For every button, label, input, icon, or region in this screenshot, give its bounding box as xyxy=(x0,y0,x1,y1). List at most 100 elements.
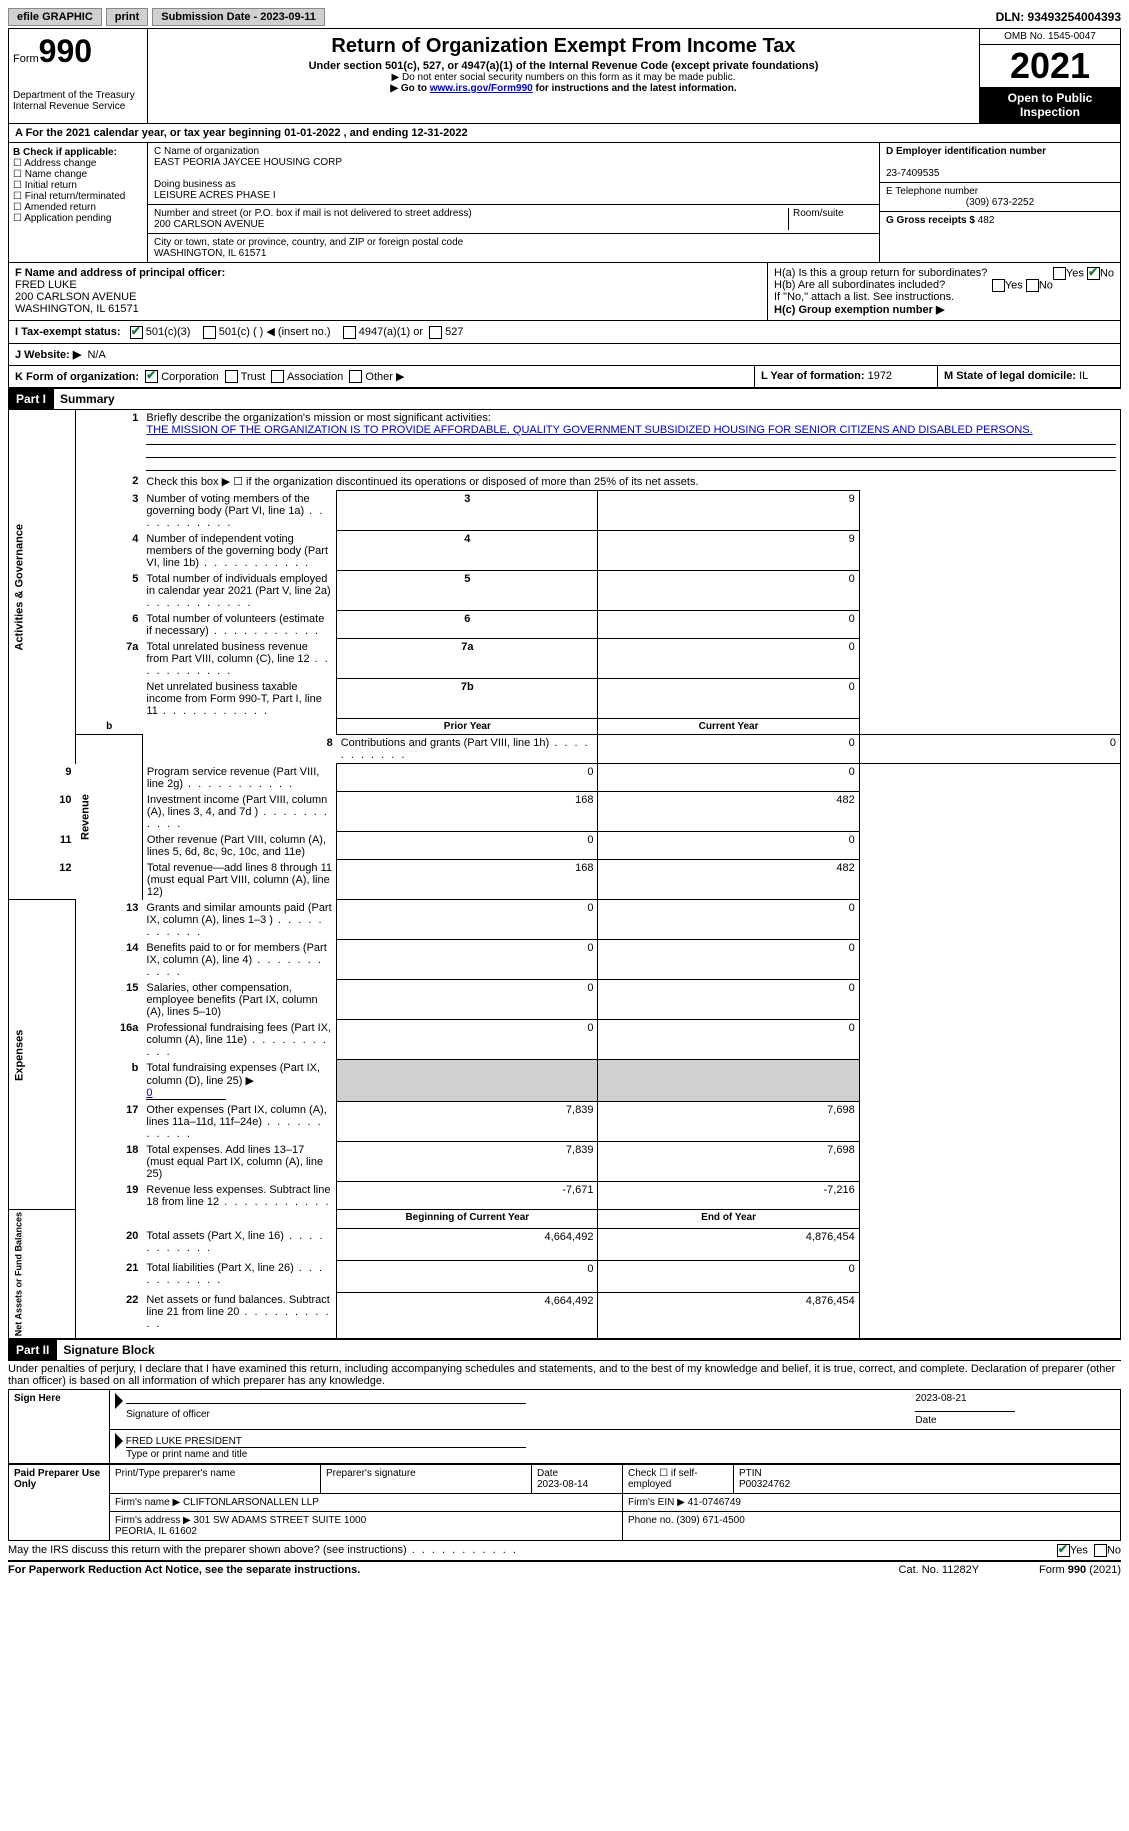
irs-link[interactable]: www.irs.gov/Form990 xyxy=(430,83,533,94)
chk-address-change[interactable]: Address change xyxy=(24,158,96,169)
discuss-yes[interactable] xyxy=(1057,1544,1070,1557)
firm-addr-label: Firm's address ▶ xyxy=(115,1515,191,1526)
chk-other[interactable] xyxy=(349,370,362,383)
line3-text: Number of voting members of the governin… xyxy=(142,491,336,531)
sign-here-label: Sign Here xyxy=(9,1390,110,1464)
chk-501c[interactable] xyxy=(203,326,216,339)
part1-title: Summary xyxy=(54,392,115,406)
open-public: Open to Public Inspection xyxy=(980,87,1120,123)
line11-text: Other revenue (Part VIII, column (A), li… xyxy=(142,832,336,860)
ha-yes[interactable] xyxy=(1053,267,1066,280)
expenses-label: Expenses xyxy=(9,900,76,1210)
col-b-checkboxes: B Check if applicable: ☐ Address change … xyxy=(9,143,148,262)
paid-preparer-label: Paid Preparer Use Only xyxy=(9,1465,110,1541)
org-name: EAST PEORIA JAYCEE HOUSING CORP xyxy=(154,157,342,168)
col-d-ein-phone: D Employer identification number 23-7409… xyxy=(879,143,1120,262)
footer: For Paperwork Reduction Act Notice, see … xyxy=(8,1562,1121,1576)
chk-amended[interactable]: Amended return xyxy=(24,202,96,213)
phone-value: (309) 673-2252 xyxy=(886,197,1114,208)
line8-curr: 0 xyxy=(859,735,1120,764)
line13-prior: 0 xyxy=(337,900,598,940)
line10-prior: 168 xyxy=(337,792,598,832)
top-bar: efile GRAPHIC print Submission Date - 20… xyxy=(8,8,1121,26)
hb-yes[interactable] xyxy=(992,279,1005,292)
line19-curr: -7,216 xyxy=(598,1182,859,1210)
line21-curr: 0 xyxy=(598,1260,859,1292)
dba-label: Doing business as xyxy=(154,179,236,190)
ha-no[interactable] xyxy=(1087,267,1100,280)
chk-trust[interactable] xyxy=(225,370,238,383)
org-name-label: C Name of organization xyxy=(154,146,259,157)
chk-527[interactable] xyxy=(429,326,442,339)
line20-prior: 4,664,492 xyxy=(337,1228,598,1260)
dba-value: LEISURE ACRES PHASE I xyxy=(154,190,276,201)
q1-label: Briefly describe the organization's miss… xyxy=(146,412,490,424)
line14-text: Benefits paid to or for members (Part IX… xyxy=(142,940,336,980)
part1-header: Part I xyxy=(8,389,54,409)
line12-prior: 168 xyxy=(337,860,598,900)
chk-4947[interactable] xyxy=(343,326,356,339)
line3-val: 9 xyxy=(598,491,859,531)
line10-curr: 482 xyxy=(598,792,859,832)
chk-app-pending[interactable]: Application pending xyxy=(24,213,111,224)
tax-status-block: I Tax-exempt status: 501(c)(3) 501(c) ( … xyxy=(8,321,1121,366)
chk-final-return[interactable]: Final return/terminated xyxy=(25,191,126,202)
chk-501c3[interactable] xyxy=(130,326,143,339)
note-link: ▶ Go to www.irs.gov/Form990 for instruct… xyxy=(152,83,975,94)
hb-no[interactable] xyxy=(1026,279,1039,292)
ein-value: 23-7409535 xyxy=(886,168,939,179)
line17-prior: 7,839 xyxy=(337,1102,598,1142)
chk-name-change[interactable]: Name change xyxy=(25,169,87,180)
line7b-text: Net unrelated business taxable income fr… xyxy=(142,679,336,719)
part1-table: Activities & Governance 1 Briefly descri… xyxy=(8,410,1121,1339)
line22-prior: 4,664,492 xyxy=(337,1292,598,1339)
chk-initial-return[interactable]: Initial return xyxy=(25,180,77,191)
line21-text: Total liabilities (Part X, line 26) xyxy=(142,1260,336,1292)
row-a-tax-year: A For the 2021 calendar year, or tax yea… xyxy=(8,124,1121,143)
sig-date: 2023-08-21 xyxy=(915,1393,966,1404)
ptin-cell: PTINP00324762 xyxy=(734,1465,1121,1494)
row-i-label: I Tax-exempt status: xyxy=(15,326,121,338)
chk-assoc[interactable] xyxy=(271,370,284,383)
prep-date-cell: Date2023-08-14 xyxy=(532,1465,623,1494)
self-emp[interactable]: Check ☐ if self-employed xyxy=(623,1465,734,1494)
line16b-curr xyxy=(598,1060,859,1102)
note-ssn: ▶ Do not enter social security numbers o… xyxy=(152,72,975,83)
part2-bar: Part II Signature Block xyxy=(8,1339,1121,1361)
print-button[interactable]: print xyxy=(106,8,148,26)
line4-val: 9 xyxy=(598,531,859,571)
city-label: City or town, state or province, country… xyxy=(154,237,463,248)
efile-label: efile GRAPHIC xyxy=(8,8,102,26)
line7a-val: 0 xyxy=(598,639,859,679)
paperwork-notice: For Paperwork Reduction Act Notice, see … xyxy=(8,1564,899,1576)
arrow-icon xyxy=(115,1393,123,1409)
omb-number: OMB No. 1545-0047 xyxy=(980,29,1120,45)
part1-bar: Part I Summary xyxy=(8,388,1121,410)
street-label: Number and street (or P.O. box if mail i… xyxy=(154,208,472,219)
line10-text: Investment income (Part VIII, column (A)… xyxy=(142,792,336,832)
website-value: N/A xyxy=(87,349,105,361)
line7b-val: 0 xyxy=(598,679,859,719)
chk-corp[interactable] xyxy=(145,370,158,383)
line7a-text: Total unrelated business revenue from Pa… xyxy=(142,639,336,679)
state-domicile: IL xyxy=(1079,370,1088,382)
line16b-prior xyxy=(337,1060,598,1102)
form-header: Form990 Department of the Treasury Inter… xyxy=(8,28,1121,124)
line13-text: Grants and similar amounts paid (Part IX… xyxy=(142,900,336,940)
gross-value: 482 xyxy=(978,215,995,226)
row-m-label: M State of legal domicile: xyxy=(944,370,1076,382)
firm-name: CLIFTONLARSONALLEN LLP xyxy=(183,1497,319,1508)
hc-label: H(c) Group exemption number ▶ xyxy=(774,304,944,316)
row-l-label: L Year of formation: xyxy=(761,370,865,382)
officer-typed-name: FRED LUKE PRESIDENT xyxy=(126,1436,526,1448)
phone-label: E Telephone number xyxy=(886,186,978,197)
penalty-text: Under penalties of perjury, I declare th… xyxy=(8,1361,1121,1389)
discuss-row: May the IRS discuss this return with the… xyxy=(8,1541,1121,1562)
row-k-label: K Form of organization: xyxy=(15,371,139,383)
line9-curr: 0 xyxy=(598,764,859,792)
eoy-header: End of Year xyxy=(598,1210,859,1228)
discuss-no[interactable] xyxy=(1094,1544,1107,1557)
line17-curr: 7,698 xyxy=(598,1102,859,1142)
line18-prior: 7,839 xyxy=(337,1142,598,1182)
room-suite: Room/suite xyxy=(788,208,873,230)
